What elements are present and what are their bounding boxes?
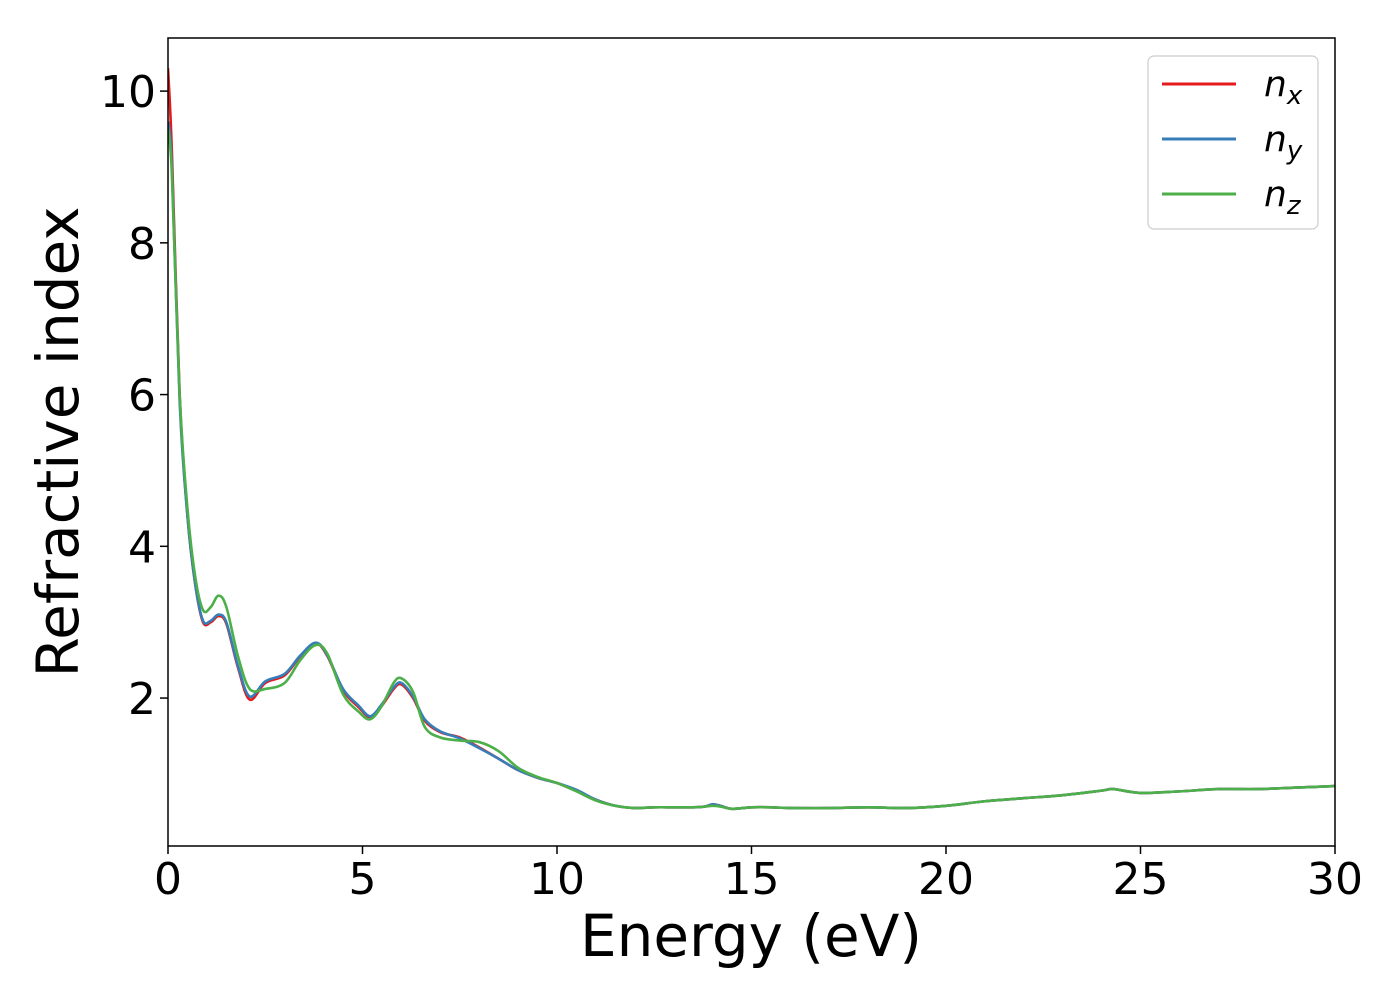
- y-tick-label: 4: [128, 522, 156, 573]
- plot-lines: [168, 68, 1335, 811]
- x-tick-label: 20: [918, 854, 974, 905]
- x-tick-label: 30: [1307, 854, 1363, 905]
- x-axis-label: Energy (eV): [580, 902, 922, 970]
- y-axis: 2 4 6 8 10: [100, 67, 168, 725]
- legend-label-ny: ny: [1264, 119, 1303, 166]
- x-axis: 0 5 10 15 20 25 30: [154, 846, 1363, 905]
- x-tick-label: 15: [724, 854, 780, 905]
- x-tick-label: 5: [349, 854, 377, 905]
- y-tick-label: 6: [128, 371, 156, 422]
- x-tick-label: 25: [1113, 854, 1169, 905]
- series-line-nz: [168, 128, 1335, 811]
- y-axis-label: Refractive index: [24, 206, 92, 677]
- legend-box: [1147, 55, 1319, 230]
- x-tick-label: 10: [529, 854, 585, 905]
- y-tick-label: 10: [100, 67, 156, 118]
- y-tick-label: 8: [128, 219, 156, 270]
- legend-label-nx: nx: [1264, 64, 1303, 111]
- x-tick-label: 0: [154, 854, 182, 905]
- y-tick-label: 2: [128, 674, 156, 725]
